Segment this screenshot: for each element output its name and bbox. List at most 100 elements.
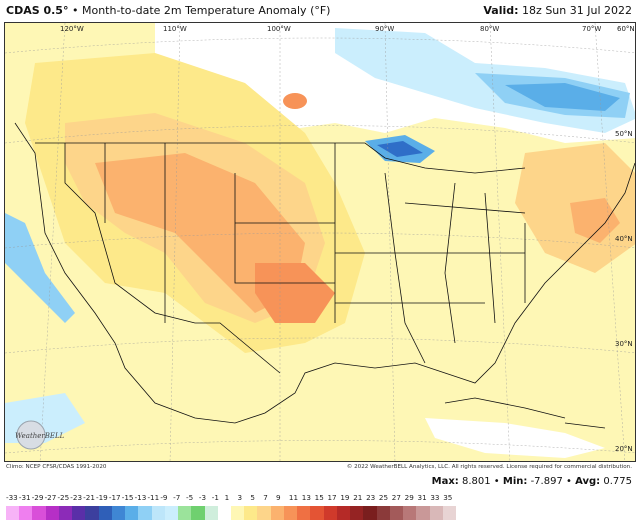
colorbar-swatch [323, 506, 337, 520]
colorbar-swatch [125, 506, 139, 520]
lon-label: 80°W [480, 25, 499, 33]
climo-note: Climo: NCEP CFSR/CDAS 1991-2020 [6, 464, 107, 470]
lon-label: 120°W [60, 25, 84, 33]
anomaly-map: 120°W 110°W 100°W 90°W 80°W 70°W 60°N 50… [4, 22, 636, 462]
colorbar-swatch [297, 506, 311, 520]
colorbar-swatch [85, 506, 99, 520]
colorbar-swatch [19, 506, 33, 520]
max-label: Max: [431, 476, 459, 487]
colorbar-tick-label: 31 [417, 493, 427, 502]
colorbar-swatch [151, 506, 165, 520]
cool-region-deep [505, 83, 620, 111]
latitude-labels: 60°N 50°N 40°N 30°N 20°N [615, 25, 635, 453]
colorbar-swatch [310, 506, 324, 520]
colorbar-tick-label: 27 [391, 493, 401, 502]
stats-separator: • [566, 476, 572, 487]
colorbar-tick-label: -9 [160, 493, 168, 502]
copyright-note: © 2022 WeatherBELL Analytics, LLC. All r… [346, 464, 632, 470]
colorbar-swatch [204, 506, 218, 520]
colorbar-tick-label: -17 [108, 493, 121, 502]
colorbar-swatch [178, 506, 192, 520]
colorbar-swatch [72, 506, 86, 520]
colorbar-swatch [376, 506, 390, 520]
colorbar-swatch [58, 506, 73, 520]
colorbar-swatch [45, 506, 59, 520]
valid-label: Valid: [483, 4, 519, 17]
colorbar-tick-label: -25 [57, 493, 70, 502]
colorbar-swatch [270, 506, 284, 520]
colorbar-swatch [191, 506, 205, 520]
colorbar-tick-label: 15 [314, 493, 324, 502]
colorbar-swatch [244, 506, 258, 520]
colorbar-tick-label: -23 [70, 493, 83, 502]
colorbar-tick-label: -13 [134, 493, 147, 502]
map-svg: 120°W 110°W 100°W 90°W 80°W 70°W 60°N 50… [5, 23, 635, 461]
colorbar-swatch [416, 506, 430, 520]
product-title: Month-to-date 2m Temperature Anomaly (°F… [81, 4, 331, 17]
lat-label: 60°N [617, 25, 635, 33]
valid-time-value: 18z Sun 31 Jul 2022 [522, 4, 632, 17]
colorbar-tick-label: -1 [211, 493, 219, 502]
lat-label: 30°N [615, 340, 633, 348]
stats-line: Max: 8.801 • Min: -7.897 • Avg: 0.775 [432, 476, 632, 487]
logo-text: WeatherBELL [15, 432, 65, 440]
colorbar-swatch [363, 506, 377, 520]
colorbar-tick-label: 1 [224, 493, 230, 502]
cool-region-pacific-coast [5, 213, 75, 323]
colorbar-swatch [32, 506, 46, 520]
longitude-labels: 120°W 110°W 100°W 90°W 80°W 70°W [60, 25, 601, 33]
lon-label: 90°W [375, 25, 394, 33]
lat-label: 40°N [615, 235, 633, 243]
colorbar-tick-label: 7 [263, 493, 268, 502]
colorbar-tick-label: 35 [443, 493, 453, 502]
colorbar-tick-label: 17 [327, 493, 337, 502]
colorbar-tick-label: -7 [173, 493, 181, 502]
colorbar-swatch [6, 506, 20, 520]
colorbar-swatch [98, 506, 112, 520]
min-value: -7.897 [530, 476, 563, 487]
borders [14, 122, 635, 429]
colorbar-tick-label: 11 [288, 493, 299, 502]
stats-separator: • [493, 476, 500, 487]
warm-region-northeast-core [570, 198, 620, 243]
warm-region-core [95, 153, 305, 313]
caribbean-neutral [425, 418, 605, 458]
colorbar-tick-label: -31 [18, 493, 31, 502]
weatherbell-logo: WeatherBELL [15, 420, 65, 450]
colorbar [6, 506, 456, 520]
colorbar-tick-label: 25 [378, 493, 389, 502]
colorbar-tick-label: 5 [250, 493, 255, 502]
title-separator: • [71, 4, 79, 17]
colorbar-tick-label: 3 [237, 493, 243, 502]
colorbar-tick-label: 19 [340, 493, 350, 502]
colorbar-swatch [442, 506, 456, 520]
colorbar-tick-label: -33 [6, 493, 18, 502]
colorbar-tick-label: -5 [186, 493, 194, 502]
colorbar-tick-label: -11 [147, 493, 160, 502]
max-value: 8.801 [461, 476, 491, 487]
colorbar-swatch [389, 506, 404, 520]
colorbar-swatch [350, 506, 364, 520]
colorbar-tick-label: -19 [96, 493, 108, 502]
colorbar-tick-label: -21 [83, 493, 95, 502]
lat-label: 20°N [615, 445, 633, 453]
colorbar-swatch [429, 506, 443, 520]
min-label: Min: [502, 476, 528, 487]
colorbar-tick-label: -15 [121, 493, 134, 502]
valid-time: Valid: 18z Sun 31 Jul 2022 [483, 4, 632, 17]
cool-region-lakes-deep [377, 141, 423, 157]
avg-value: 0.775 [603, 476, 632, 487]
colorbar-tick-label: -27 [44, 493, 57, 502]
lon-label: 100°W [267, 25, 291, 33]
lon-label: 70°W [582, 25, 601, 33]
colorbar-tick-label: 9 [276, 493, 281, 502]
avg-label: Avg: [575, 476, 601, 487]
colorbar-ticks: -33 -31 -29 -27 -25 -23 -21 -19 -17 -15 -13 -11 -9 -7… [6, 493, 456, 505]
colorbar-tick-label: 21 [353, 493, 363, 502]
model-name: CDAS 0.5° [6, 4, 69, 17]
warm-spot-canada [283, 93, 307, 109]
graticule [5, 23, 635, 461]
colorbar-tick-label: -3 [198, 493, 207, 502]
colorbar-swatch [403, 506, 417, 520]
header-bar: CDAS 0.5° • Month-to-date 2m Temperature… [0, 0, 640, 22]
